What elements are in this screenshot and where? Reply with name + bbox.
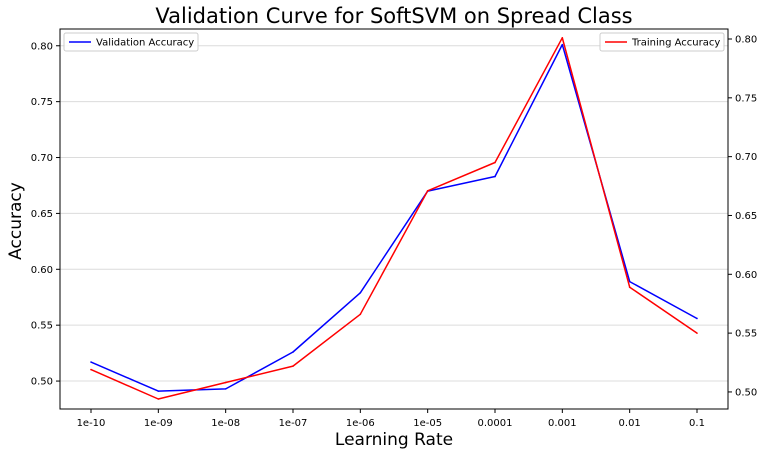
series-line-validation-accuracy — [90, 43, 698, 392]
series-line-training-accuracy — [90, 37, 698, 400]
data-point-training-accuracy — [696, 332, 698, 334]
x-tick-label: 1e-06 — [346, 418, 375, 429]
plot-frame — [59, 28, 729, 410]
left-y-tick-label: 0.55 — [31, 321, 53, 332]
x-tick-label: 1e-10 — [77, 418, 106, 429]
legend-box — [599, 32, 725, 52]
left-y-tick-label: 0.65 — [31, 209, 53, 220]
x-tick-label: 1e-09 — [144, 418, 173, 429]
y-axis-label: Accuracy — [6, 182, 26, 260]
data-point-validation-accuracy — [561, 43, 564, 46]
right-y-tick-label: 0.75 — [735, 93, 757, 104]
legend-training: Training Accuracy — [599, 32, 725, 52]
data-point-validation-accuracy — [628, 280, 631, 283]
legend-validation: Validation Accuracy — [63, 32, 199, 52]
data-point-training-accuracy — [426, 189, 429, 192]
chart-title: Validation Curve for SoftSVM on Spread C… — [155, 4, 632, 28]
data-point-validation-accuracy — [224, 388, 227, 390]
data-point-training-accuracy — [157, 398, 160, 400]
right-y-tick-label: 0.80 — [735, 35, 757, 46]
data-point-training-accuracy — [628, 286, 631, 289]
data-point-validation-accuracy — [90, 361, 92, 363]
x-tick-label: 1e-07 — [279, 418, 308, 429]
left-y-axis: 0.50 0.55 0.60 0.65 0.70 0.75 0.80 — [31, 41, 60, 388]
x-tick-label: 1e-05 — [413, 418, 442, 429]
data-point-training-accuracy — [359, 313, 362, 316]
left-y-tick-label: 0.50 — [31, 377, 53, 388]
grid-lines — [60, 45, 728, 382]
right-y-tick-label: 0.65 — [735, 211, 757, 222]
data-point-training-accuracy — [224, 381, 227, 384]
right-y-tick-label: 0.60 — [735, 270, 757, 281]
legend-box — [63, 32, 199, 52]
x-tick-label: 0.001 — [548, 418, 577, 429]
data-point-validation-accuracy — [696, 317, 698, 320]
x-axis: 1e-10 1e-09 1e-08 1e-07 1e-06 1e-05 0.0001 0.00… — [77, 409, 705, 429]
left-y-tick-label: 0.80 — [31, 41, 53, 52]
right-y-tick-label: 0.55 — [735, 329, 757, 340]
x-tick-label: 1e-08 — [211, 418, 240, 429]
data-point-training-accuracy — [494, 161, 496, 164]
x-tick-label: 0.01 — [619, 418, 641, 429]
left-y-tick-label: 0.60 — [31, 265, 53, 276]
right-y-tick-label: 0.70 — [735, 152, 757, 163]
x-tick-label: 0.1 — [689, 418, 705, 429]
data-point-validation-accuracy — [292, 351, 294, 353]
series-layer — [90, 37, 698, 400]
legend-label: Training Accuracy — [631, 38, 720, 49]
right-y-axis: 0.50 0.55 0.60 0.65 0.70 0.75 0.80 — [728, 35, 757, 398]
left-y-tick-label: 0.70 — [31, 153, 53, 164]
data-point-training-accuracy — [561, 37, 564, 39]
x-tick-label: 0.0001 — [478, 418, 513, 429]
left-y-tick-label: 0.75 — [31, 97, 53, 108]
data-point-training-accuracy — [90, 368, 92, 371]
x-axis-label: Learning Rate — [335, 430, 453, 450]
legend-label: Validation Accuracy — [96, 38, 194, 49]
data-point-validation-accuracy — [359, 291, 362, 294]
right-y-tick-label: 0.50 — [735, 387, 757, 398]
data-point-validation-accuracy — [157, 390, 160, 392]
data-point-training-accuracy — [292, 365, 294, 367]
data-point-validation-accuracy — [494, 175, 496, 178]
